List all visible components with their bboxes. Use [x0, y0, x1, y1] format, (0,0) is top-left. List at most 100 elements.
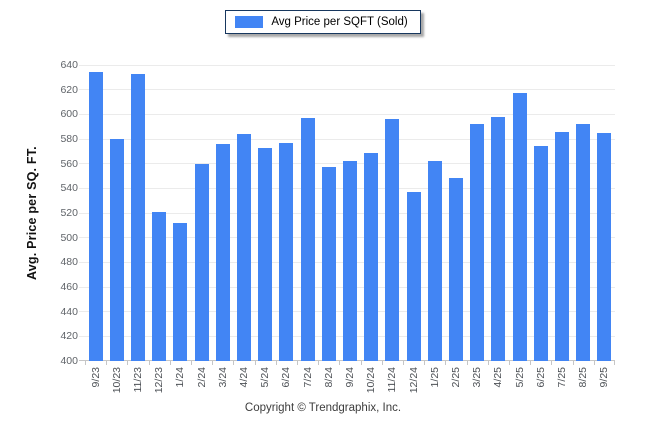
bar [109, 139, 124, 361]
bar-cell [212, 65, 233, 361]
plot-area [79, 64, 615, 361]
bar [385, 119, 400, 361]
x-tick-label: 7/24 [301, 367, 314, 388]
bar [576, 124, 591, 361]
y-axis-tick-labels: 400 420 440 460 480 500 520 540 560 580 600 620 640 [0, 59, 78, 367]
x-tick-label: 2/24 [195, 367, 208, 388]
bar [512, 93, 527, 361]
x-axis-tick-mark [191, 361, 192, 365]
bar-cell [85, 65, 106, 361]
x-tick-label: 8/24 [322, 367, 335, 388]
x-label-cell: 8/25 [573, 367, 594, 399]
x-axis-tick-mark [551, 361, 553, 365]
y-tick-label: 600 [60, 108, 78, 121]
y-tick-label: 620 [60, 83, 78, 96]
x-tick-label: 8/25 [577, 367, 590, 388]
x-axis-tick-mark [487, 361, 489, 365]
x-axis-tick-mark [233, 361, 235, 365]
bar-cell [594, 65, 615, 361]
bar-cell [467, 65, 488, 361]
y-tick-label: 480 [60, 256, 78, 269]
y-tick-label: 500 [60, 231, 78, 244]
bar [555, 131, 570, 361]
x-axis-tick-mark [297, 361, 298, 365]
x-axis-tick-mark [127, 361, 129, 365]
x-tick-label: 11/24 [386, 367, 399, 393]
y-tick-label: 400 [60, 355, 78, 367]
x-label-cell: 2/24 [191, 367, 212, 399]
bar [470, 124, 485, 361]
x-axis-tick-mark [466, 361, 468, 365]
x-label-cell: 9/25 [594, 367, 615, 399]
bar-cell [424, 65, 445, 361]
x-label-cell: 5/25 [509, 367, 530, 399]
x-label-cell: 7/24 [297, 367, 318, 399]
bar [406, 192, 421, 361]
bar [533, 146, 548, 361]
bar-cell [361, 65, 382, 361]
bar [131, 73, 145, 361]
x-tick-label: 6/25 [534, 367, 547, 388]
bar [597, 132, 612, 361]
x-label-cell: 7/25 [551, 367, 572, 399]
x-axis-tick-mark [530, 361, 532, 365]
x-label-cell: 6/24 [276, 367, 297, 399]
y-tick-label: 460 [60, 281, 78, 293]
x-tick-label: 11/23 [132, 367, 144, 393]
x-tick-label: 10/23 [110, 367, 123, 394]
x-axis-tick-labels: 9/23 10/23 11/23 12/23 1/24 2/24 3/24 4/24 5/24 6… [85, 367, 615, 399]
x-axis-tick-mark [85, 361, 86, 365]
bar-cell [127, 65, 148, 361]
x-label-cell: 1/25 [424, 367, 445, 399]
gridline [79, 113, 615, 115]
x-axis-tick-mark [403, 361, 404, 365]
x-tick-label: 7/25 [556, 367, 569, 388]
y-tick-label: 580 [60, 133, 78, 145]
y-tick-label: 640 [60, 59, 78, 71]
bar-cell [403, 65, 424, 361]
x-tick-label: 9/25 [598, 367, 611, 388]
x-tick-label: 12/24 [407, 367, 420, 394]
bar-cell [318, 65, 339, 361]
bar [449, 178, 464, 361]
x-label-cell: 11/24 [382, 367, 403, 399]
bar-cell [530, 65, 551, 361]
bar [215, 143, 230, 361]
bar [152, 211, 167, 361]
x-tick-label: 12/23 [153, 367, 166, 394]
bar-cell [106, 65, 127, 361]
bar-cell [276, 65, 297, 361]
x-tick-label: 4/25 [492, 367, 505, 388]
bar [237, 134, 252, 361]
bar-cell [339, 65, 360, 361]
y-tick-label: 440 [60, 305, 78, 318]
x-tick-label: 9/23 [89, 367, 102, 388]
x-label-cell: 8/24 [318, 367, 339, 399]
x-axis-tick-mark [360, 361, 362, 365]
x-axis-tick-mark [593, 361, 595, 365]
bar [427, 161, 442, 361]
x-tick-label: 5/25 [513, 367, 526, 388]
y-tick-label: 540 [60, 182, 78, 195]
x-label-cell: 10/23 [106, 367, 127, 399]
x-tick-label: 4/24 [238, 367, 251, 388]
bar-cell [170, 65, 191, 361]
bar-cell [382, 65, 403, 361]
bar [173, 222, 188, 361]
x-tick-label: 9/24 [344, 367, 357, 388]
x-axis-tick-mark [572, 361, 574, 365]
x-label-cell: 5/24 [255, 367, 276, 399]
bar [258, 147, 273, 361]
x-axis-tick-mark [445, 361, 447, 365]
bar [321, 167, 336, 361]
y-tick-label: 420 [60, 330, 78, 343]
x-axis-tick-mark [509, 361, 510, 365]
x-axis-tick-mark [424, 361, 426, 365]
gridline [79, 64, 615, 66]
x-label-cell: 1/24 [170, 367, 191, 399]
bar-cell [551, 65, 572, 361]
x-tick-label: 6/24 [280, 367, 293, 388]
x-axis-ticks [85, 361, 615, 365]
legend-row: Avg Price per SQFT (Sold) [0, 10, 646, 34]
